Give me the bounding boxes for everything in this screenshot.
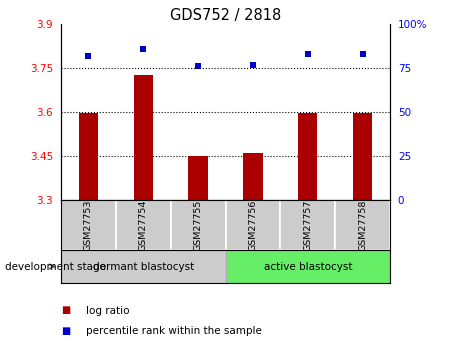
Text: dormant blastocyst: dormant blastocyst [92,262,194,272]
Text: GSM27758: GSM27758 [358,199,367,251]
Bar [133,75,153,200]
Bar [61,250,226,283]
Text: ■: ■ [61,306,70,315]
Bar [61,200,116,250]
Bar [170,200,226,250]
Text: GSM27754: GSM27754 [139,199,147,251]
Text: GSM27753: GSM27753 [84,199,93,251]
Text: development stage: development stage [5,262,106,272]
Text: log ratio: log ratio [86,306,129,315]
Bar [353,113,372,200]
Text: GSM27755: GSM27755 [193,199,202,251]
Bar [244,154,262,200]
Text: ■: ■ [61,326,70,336]
Title: GDS752 / 2818: GDS752 / 2818 [170,8,281,23]
Bar [226,250,390,283]
Bar [298,113,318,200]
Bar [335,200,390,250]
Bar [281,200,335,250]
Bar [79,113,98,200]
Text: GSM27757: GSM27757 [304,199,312,251]
Bar [189,156,207,200]
Bar [226,200,281,250]
Bar [116,200,170,250]
Text: GSM27756: GSM27756 [249,199,258,251]
Text: percentile rank within the sample: percentile rank within the sample [86,326,262,336]
Text: active blastocyst: active blastocyst [263,262,352,272]
